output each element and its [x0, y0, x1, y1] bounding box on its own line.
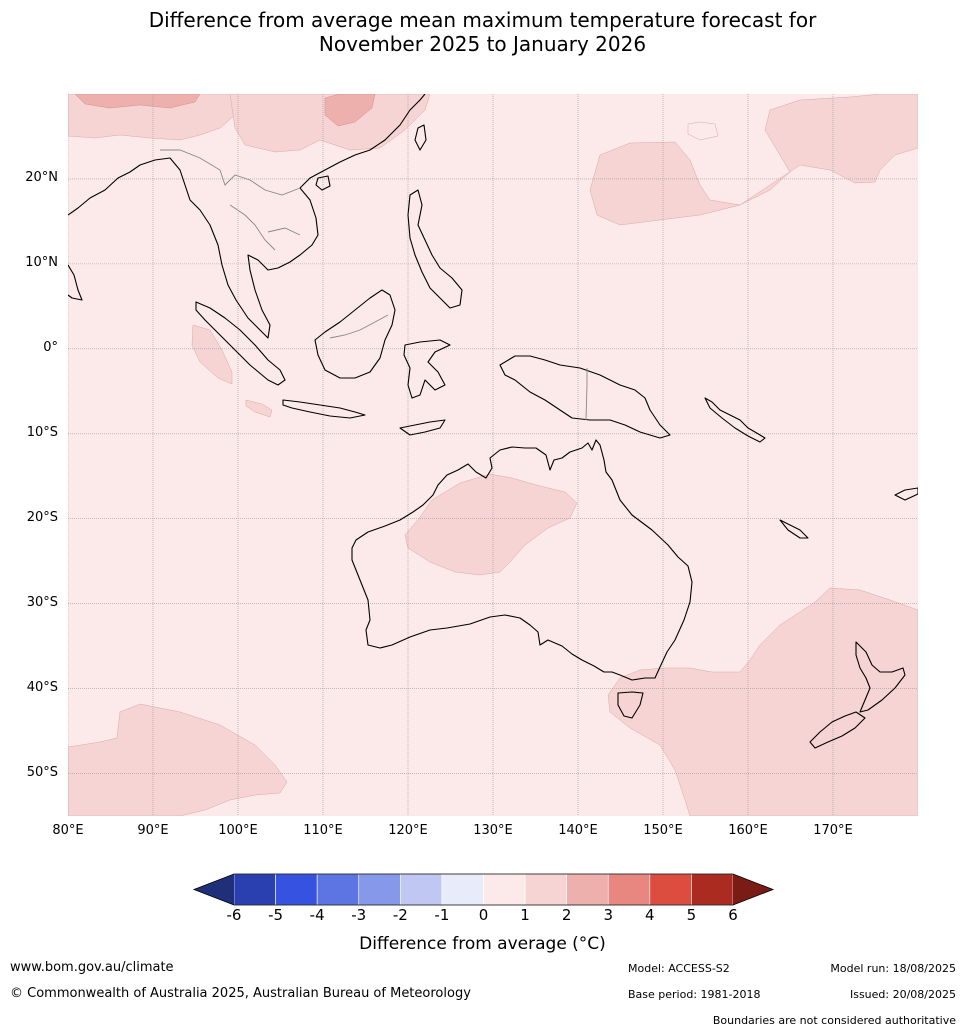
colorbar-segment: [358, 873, 401, 906]
colorbar-segment: [524, 873, 567, 906]
colorbar-segment: [649, 873, 692, 906]
copyright-text: © Commonwealth of Australia 2025, Austra…: [10, 986, 471, 1001]
colorbar-segment: [233, 873, 276, 906]
coastline-solomon-islands: [704, 397, 766, 443]
longitude-label: 110°E: [303, 823, 343, 838]
colorbar-segment: [691, 873, 734, 906]
coastline-sulawesi: [403, 339, 451, 399]
anomaly-region-pacific-north: [589, 94, 918, 226]
colorbar-outline: [192, 873, 775, 906]
colorbar-tick-label: 4: [645, 906, 655, 924]
title-line-2: November 2025 to January 2026: [318, 32, 647, 56]
anomaly-region-southern-ocean-west: [68, 703, 288, 816]
colorbar-segment: [275, 873, 318, 906]
latitude-label: 30°S: [26, 594, 58, 610]
colorbar-tick-label: 5: [686, 906, 697, 924]
anomaly-region-australia-nw: [404, 473, 578, 576]
colorbar-tick-label: 1: [520, 906, 530, 924]
colorbar-tick-label: 3: [603, 906, 614, 924]
border-borneo: [329, 314, 389, 339]
colorbar-tick-label: -6: [226, 906, 242, 924]
colorbar-tick-label: -4: [309, 906, 325, 924]
coastline-hainan: [315, 175, 331, 191]
land-outlines: [68, 94, 918, 749]
longitude-label: 150°E: [643, 823, 683, 838]
latitude-label: 0°: [43, 339, 58, 355]
colorbar-tick-label: -3: [351, 906, 367, 924]
colorbar-segment: [483, 873, 526, 906]
colorbar-tick-label: -1: [434, 906, 450, 924]
coastline-philippines: [407, 189, 463, 309]
latitude-label: 40°S: [26, 679, 58, 695]
model-run-text: Model run: 18/08/2025: [830, 962, 956, 975]
anomaly-region-himalaya: [74, 94, 201, 109]
colorbar-tick-label: 6: [728, 906, 738, 924]
longitude-label: 80°E: [52, 823, 84, 838]
coastline-mainland-asia: [68, 94, 426, 339]
anomaly-region-yangtze: [324, 94, 376, 127]
anomaly-regions-1-2: [68, 94, 918, 816]
colorbar-segment: [566, 873, 609, 906]
issued-text: Issued: 20/08/2025: [849, 988, 956, 1001]
colorbar-extend-low: [194, 874, 234, 905]
colorbar-tick-label: -5: [268, 906, 284, 924]
colorbar-tick-label: 0: [478, 906, 489, 924]
colorbar-segment: [316, 873, 360, 906]
coastline-vanuatu: [779, 519, 809, 539]
coastline-tasmania: [617, 691, 644, 719]
latitude-label: 20°N: [25, 169, 58, 185]
title-line-1: Difference from average mean maximum tem…: [148, 8, 817, 32]
longitude-label: 120°E: [388, 823, 428, 838]
colorbar-title: Difference from average (°C): [359, 934, 606, 954]
anomaly-region-pacific-ring: [687, 121, 719, 141]
coastline-india-east: [68, 264, 83, 301]
longitude-label: 170°E: [813, 823, 853, 838]
coastline-taiwan: [414, 124, 427, 151]
base-period-text: Base period: 1981-2018: [628, 988, 761, 1001]
border-mainland-asia: [160, 149, 301, 251]
coastline-new-zealand-north: [855, 641, 906, 713]
colorbar-segment: [607, 873, 651, 906]
coastline-timor: [399, 419, 446, 436]
chart-title: Difference from average mean maximum tem…: [0, 8, 965, 56]
coastline-java: [282, 399, 366, 419]
website-link[interactable]: www.bom.gov.au/climate: [10, 960, 174, 975]
longitude-label: 160°E: [728, 823, 768, 838]
colorbar-tick-label: 2: [561, 906, 572, 924]
political-borders: [160, 149, 588, 421]
anomaly-region-tasman: [607, 587, 918, 816]
longitude-label: 100°E: [218, 823, 258, 838]
anomaly-region-java-south: [245, 399, 273, 418]
border-png-indonesia: [585, 368, 588, 421]
latitude-label: 50°S: [26, 764, 58, 780]
anomaly-region-china-sea: [229, 94, 431, 153]
longitude-label: 140°E: [558, 823, 598, 838]
anomaly-regions-2-3: [74, 94, 376, 127]
coastline-sumatra: [195, 301, 286, 386]
colorbar: [192, 873, 775, 906]
model-text: Model: ACCESS-S2: [628, 962, 730, 975]
coastline-borneo: [314, 289, 396, 379]
colorbar-extend-high: [733, 874, 773, 905]
latitude-label: 20°S: [26, 509, 58, 525]
latitude-label: 10°S: [26, 424, 58, 440]
colorbar-segment: [441, 873, 484, 906]
latitude-label: 10°N: [25, 254, 58, 270]
anomaly-region-sumatra-west: [191, 324, 233, 385]
colorbar-segment: [400, 873, 443, 906]
coastline-fiji: [894, 487, 918, 501]
coastline-new-zealand-south: [809, 711, 866, 749]
coastline-australia: [351, 439, 693, 681]
disclaimer-text: Boundaries are not considered authoritat…: [712, 1014, 956, 1027]
longitude-label: 130°E: [473, 823, 513, 838]
coastline-new-guinea: [499, 355, 671, 439]
colorbar-tick-label: -2: [392, 906, 408, 924]
longitude-label: 90°E: [137, 823, 169, 838]
